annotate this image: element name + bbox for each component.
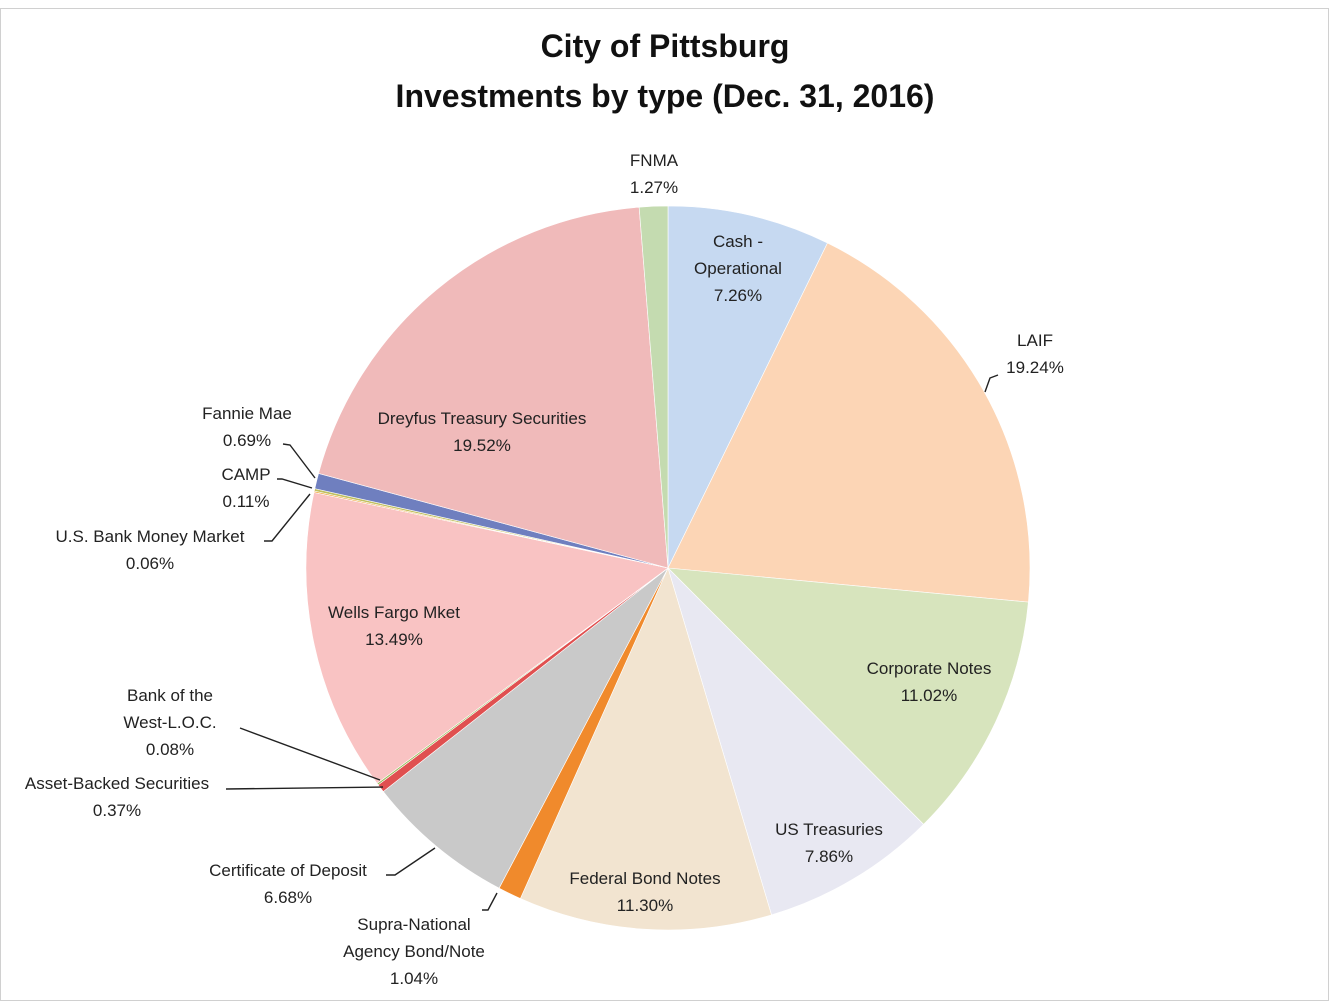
- value-label: 1.27%: [629, 178, 679, 197]
- slice-label: Supra-National Agency Bond/Note 1.04%: [334, 911, 494, 992]
- category-label: Fannie Mae: [202, 404, 292, 423]
- pie-slice: [667, 567, 925, 916]
- leader-line: [239, 727, 381, 781]
- leader-line: [984, 374, 999, 393]
- value-label: 6.68%: [263, 888, 313, 907]
- value-label: 19.52%: [453, 436, 511, 455]
- value-label: 0.06%: [125, 554, 175, 573]
- value-label: 7.26%: [713, 286, 763, 305]
- slice-label: US Treasuries 7.86%: [754, 816, 904, 870]
- value-label: 11.30%: [616, 896, 674, 915]
- value-label: 0.08%: [145, 740, 195, 759]
- category-label: Bank of the West-L.O.C.: [123, 686, 217, 732]
- category-label: Wells Fargo Mket: [328, 603, 460, 622]
- value-label: 13.49%: [365, 630, 423, 649]
- slice-label: U.S. Bank Money Market 0.06%: [15, 523, 285, 577]
- pie-slice: [667, 567, 1029, 825]
- slice-label: Wells Fargo Mket 13.49%: [294, 599, 494, 653]
- chart-title: City of Pittsburg: [540, 28, 790, 64]
- chart-subtitle: Investments by type (Dec. 31, 2016): [395, 78, 935, 114]
- leader-line: [225, 786, 384, 790]
- category-label: Cash - Operational: [694, 232, 782, 278]
- leader-line: [264, 493, 311, 542]
- slice-label: Bank of the West-L.O.C. 0.08%: [120, 682, 220, 763]
- chart-frame: [0, 8, 1329, 1001]
- value-label: 19.24%: [1006, 358, 1064, 377]
- category-label: FNMA: [629, 151, 679, 170]
- slice-label: FNMA 1.27%: [614, 147, 694, 201]
- leader-line: [482, 892, 498, 911]
- pie-slice: [667, 205, 828, 569]
- pie-slice: [318, 206, 669, 569]
- slice-label: Cash - Operational 7.26%: [676, 228, 801, 309]
- slice-label: LAIF 19.24%: [985, 327, 1085, 381]
- leader-line: [277, 478, 313, 489]
- value-label: 1.04%: [389, 969, 439, 988]
- leader-line: [282, 443, 316, 479]
- value-label: 7.86%: [804, 847, 854, 866]
- category-label: CAMP: [221, 465, 271, 484]
- value-label: 0.37%: [92, 801, 142, 820]
- slice-label: CAMP 0.11%: [211, 461, 281, 515]
- category-label: U.S. Bank Money Market: [55, 527, 245, 546]
- pie-slice: [519, 567, 772, 931]
- category-label: LAIF: [1017, 331, 1053, 350]
- category-label: Asset-Backed Securities: [24, 774, 210, 793]
- value-label: 0.69%: [222, 431, 272, 450]
- slice-label: Federal Bond Notes 11.30%: [545, 865, 745, 919]
- category-label: Dreyfus Treasury Securities: [377, 409, 587, 428]
- pie-slice: [382, 567, 669, 889]
- category-label: Certificate of Deposit: [209, 861, 367, 880]
- leader-line: [386, 847, 436, 876]
- slice-label: Dreyfus Treasury Securities 19.52%: [347, 405, 617, 459]
- slice-label: Fannie Mae 0.69%: [182, 400, 312, 454]
- slice-label: Certificate of Deposit 6.68%: [183, 857, 393, 911]
- value-label: 11.02%: [900, 686, 958, 705]
- pie-slice: [638, 205, 669, 569]
- category-label: US Treasuries: [775, 820, 883, 839]
- category-label: Corporate Notes: [866, 659, 992, 678]
- category-label: Federal Bond Notes: [569, 869, 721, 888]
- slice-label: Corporate Notes 11.02%: [844, 655, 1014, 709]
- slice-label: Asset-Backed Securities 0.37%: [2, 770, 232, 824]
- pie-slice: [305, 492, 669, 784]
- category-label: Supra-National Agency Bond/Note: [343, 915, 485, 961]
- pie-slice: [667, 242, 1031, 603]
- value-label: 0.11%: [222, 492, 270, 511]
